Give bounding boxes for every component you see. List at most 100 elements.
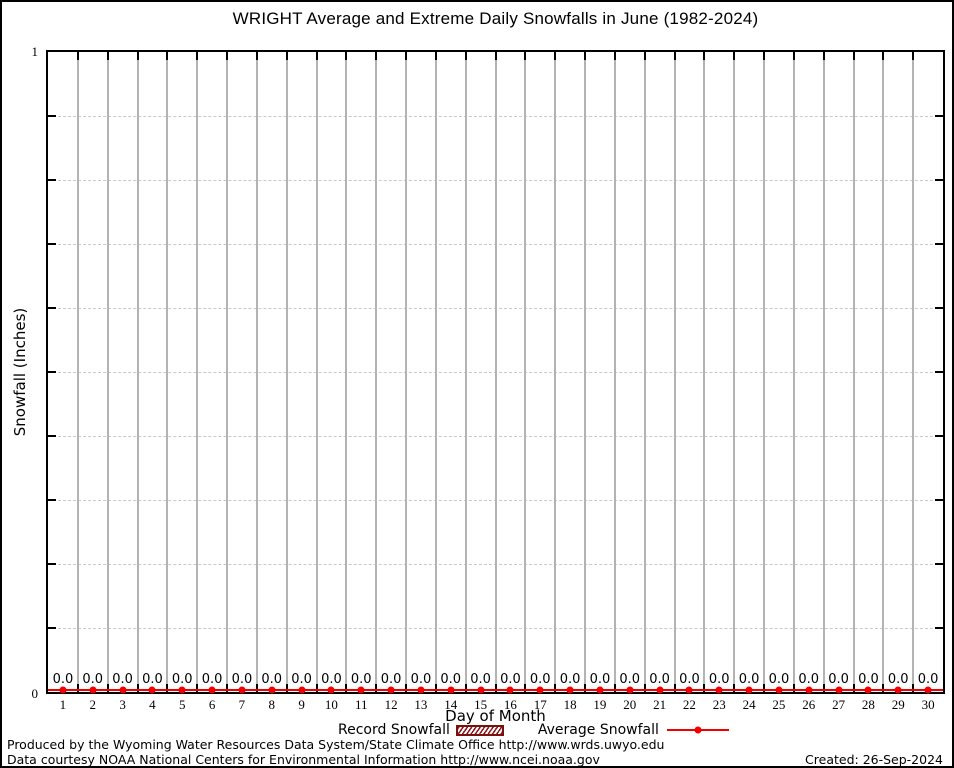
day-separator-line xyxy=(166,52,169,692)
x-tick-label: 14 xyxy=(444,697,458,712)
day-separator-line xyxy=(643,52,646,692)
record-value-label: 0.0 xyxy=(231,672,253,687)
x-tick-label: 22 xyxy=(682,697,696,712)
x-axis-title: Day of Month xyxy=(445,707,546,725)
average-snowfall-point xyxy=(536,686,544,694)
record-value-label: 0.0 xyxy=(619,672,641,687)
day-separator-line xyxy=(76,52,79,692)
x-tick-bottom xyxy=(912,684,915,692)
x-tick-label: 27 xyxy=(832,697,846,712)
y-axis-tick-label-bottom: 0 xyxy=(31,686,39,701)
record-value-label: 0.0 xyxy=(171,672,193,687)
y-tick-left xyxy=(48,371,56,373)
day-separator-line xyxy=(882,52,885,692)
y-tick-left xyxy=(48,435,56,437)
average-snowfall-point xyxy=(447,686,455,694)
average-snowfall-point xyxy=(148,686,156,694)
y-tick-right xyxy=(935,627,943,629)
legend-average-label: Average Snowfall xyxy=(537,722,659,738)
record-value-label: 0.0 xyxy=(142,672,163,687)
day-separator-line xyxy=(196,52,199,692)
y-tick-right xyxy=(935,307,943,309)
day-separator-line xyxy=(822,52,825,692)
x-tick-top xyxy=(643,52,646,60)
x-tick-bottom xyxy=(494,684,497,692)
x-tick-top xyxy=(106,52,109,60)
x-tick-bottom xyxy=(226,684,228,692)
x-tick-top xyxy=(613,52,616,60)
record-value-label: 0.0 xyxy=(380,672,402,687)
x-tick-bottom xyxy=(703,684,706,692)
footer-produced-by: Produced by the Wyoming Water Resources … xyxy=(7,737,665,752)
x-tick-label: 6 xyxy=(208,697,216,712)
x-tick-bottom xyxy=(524,684,527,692)
day-separator-line xyxy=(613,52,616,692)
x-tick-bottom xyxy=(792,684,795,692)
record-value-label: 0.0 xyxy=(649,672,670,687)
x-tick-top xyxy=(345,52,348,60)
y-tick-left xyxy=(48,179,56,181)
x-tick-top xyxy=(882,52,885,60)
x-tick-bottom xyxy=(554,684,557,692)
x-tick-bottom xyxy=(285,684,288,692)
average-snowfall-point xyxy=(357,686,365,694)
x-tick-bottom xyxy=(673,684,676,692)
x-tick-label: 12 xyxy=(384,697,398,712)
average-snowfall-point xyxy=(178,686,186,694)
record-value-label: 0.0 xyxy=(470,672,491,687)
x-tick-bottom xyxy=(375,684,378,692)
x-tick-bottom xyxy=(434,684,437,692)
day-separator-line xyxy=(106,52,109,692)
y-tick-left xyxy=(48,115,56,117)
average-snowfall-point xyxy=(119,686,127,694)
day-separator-line xyxy=(763,52,765,692)
x-tick-top xyxy=(554,52,557,60)
record-value-label: 0.0 xyxy=(261,672,283,687)
x-tick-top xyxy=(792,52,795,60)
x-tick-top xyxy=(464,52,467,60)
average-snowfall-point xyxy=(417,686,425,694)
average-snowfall-point xyxy=(924,686,932,694)
x-tick-bottom xyxy=(345,684,348,692)
y-tick-right xyxy=(935,115,943,117)
record-value-label: 0.0 xyxy=(559,672,581,687)
record-value-label: 0.0 xyxy=(321,672,342,687)
day-separator-line xyxy=(852,52,855,692)
x-tick-label: 23 xyxy=(712,697,726,712)
x-tick-top xyxy=(76,52,79,60)
x-tick-bottom xyxy=(255,684,258,692)
x-tick-top xyxy=(763,52,765,60)
record-value-label: 0.0 xyxy=(887,672,909,687)
x-tick-label: 11 xyxy=(354,697,368,712)
record-value-label: 0.0 xyxy=(291,672,312,687)
x-tick-bottom xyxy=(76,684,79,692)
day-separator-line xyxy=(226,52,228,692)
record-value-label: 0.0 xyxy=(201,672,223,687)
y-tick-left xyxy=(48,307,56,309)
y-tick-right xyxy=(935,563,943,565)
x-tick-label: 25 xyxy=(772,697,786,712)
x-tick-label: 9 xyxy=(298,697,305,712)
day-separator-line xyxy=(405,52,407,692)
x-tick-label: 5 xyxy=(179,697,186,712)
y-tick-right xyxy=(935,435,943,437)
day-separator-line xyxy=(584,52,586,692)
average-snowfall-point xyxy=(327,686,335,694)
day-separator-line xyxy=(434,52,437,692)
average-snowfall-point xyxy=(626,686,634,694)
y-axis-tick-label-top: 1 xyxy=(31,44,39,59)
x-tick-top xyxy=(673,52,676,60)
average-snowfall-point xyxy=(656,686,664,694)
legend: Record Snowfall Average Snowfall xyxy=(338,722,729,738)
average-snowfall-point xyxy=(506,686,514,694)
x-tick-top xyxy=(285,52,288,60)
x-tick-label: 18 xyxy=(563,697,577,712)
x-tick-top xyxy=(315,52,318,60)
plot-inner: 0.0 0.0 0.0 0.0 0.0 0.0 0.0 0.0 0.0 0.0 0.0 0.0 0.0 0… xyxy=(48,52,943,694)
average-snowfall-line-swatch xyxy=(666,726,729,734)
x-tick-top xyxy=(822,52,825,60)
x-tick-top xyxy=(703,52,706,60)
x-tick-label: 10 xyxy=(324,697,338,712)
record-value-label: 0.0 xyxy=(112,672,133,687)
footer-created-date: Created: 26-Sep-2024 xyxy=(805,752,943,767)
